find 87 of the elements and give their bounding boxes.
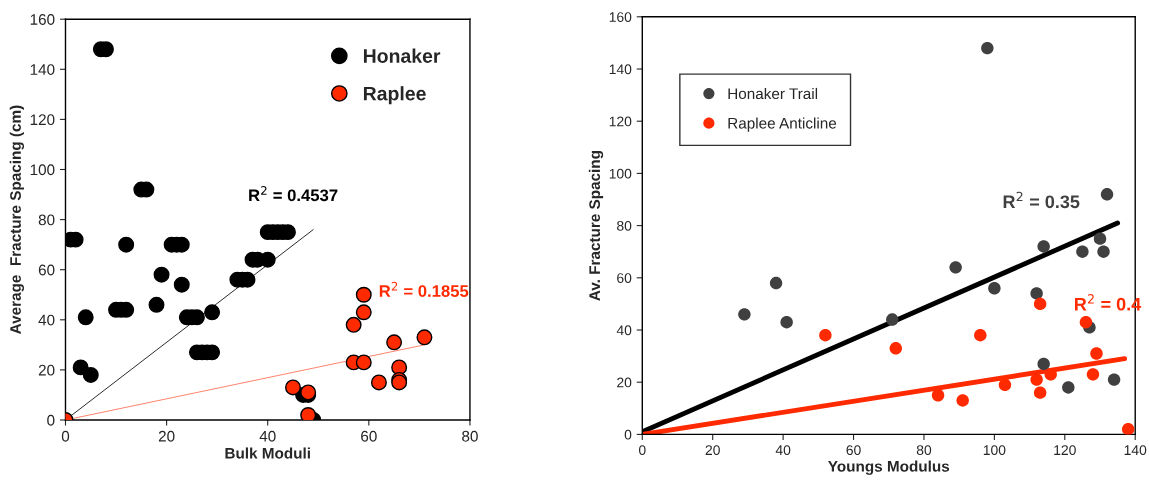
x-tick-label: 100	[983, 445, 1006, 456]
point	[173, 276, 190, 293]
point	[949, 261, 962, 274]
y-tick-label: 100	[609, 168, 632, 179]
legend-label: Honaker Trail	[728, 87, 818, 100]
point	[345, 316, 362, 333]
point	[355, 304, 372, 321]
x-tick-label: 60	[361, 430, 377, 442]
point	[1033, 297, 1047, 311]
point	[77, 309, 94, 326]
point	[1030, 373, 1043, 386]
y-tick-label: 160	[30, 14, 55, 25]
point	[416, 329, 433, 346]
point	[769, 276, 783, 290]
point	[1076, 245, 1089, 258]
point	[1086, 368, 1100, 381]
annotation: R$^{2}$ = 0.1855	[379, 281, 469, 297]
x-tick-label: 80	[916, 445, 932, 456]
x-tick-label: 120	[1054, 445, 1076, 456]
annotation: R$^{2}$ = 0.35	[1003, 191, 1080, 209]
x-tick-label: 80	[462, 430, 478, 442]
point	[148, 296, 165, 313]
point	[1121, 422, 1135, 435]
y-tick-label: 60	[617, 273, 632, 283]
point	[1097, 245, 1110, 258]
legend-label: Honaker	[363, 48, 441, 63]
y-tick-label: 20	[617, 377, 632, 388]
point	[370, 374, 387, 391]
point	[300, 407, 317, 420]
point	[819, 329, 832, 342]
x-tick-label: 40	[259, 430, 276, 442]
y-tick-label: 20	[38, 364, 55, 376]
point	[1093, 232, 1107, 245]
y-axis-title: Average Fracture Spacing (cm)	[9, 105, 25, 334]
point	[998, 378, 1012, 392]
point	[886, 313, 899, 326]
point	[204, 304, 221, 321]
point	[981, 41, 994, 55]
point	[355, 286, 372, 303]
y-tick-label: 60	[38, 264, 55, 276]
point	[1033, 386, 1047, 399]
x-tick-label: 0	[638, 445, 646, 456]
x-tick-label: 60	[846, 445, 861, 456]
point	[1044, 368, 1057, 381]
x-tick-label: 0	[61, 430, 70, 442]
y-tick-label: 80	[38, 214, 55, 226]
point	[1100, 188, 1114, 201]
x-axis-title: Bulk Moduli	[225, 447, 310, 459]
point	[738, 308, 751, 321]
y-tick-label: 40	[616, 325, 632, 336]
point	[82, 366, 99, 383]
y-tick-label: 140	[609, 64, 632, 75]
point	[1030, 287, 1043, 300]
point	[1037, 357, 1050, 371]
y-tick-label: 40	[38, 314, 55, 326]
point	[118, 236, 135, 253]
point	[988, 282, 1001, 295]
point	[386, 334, 403, 351]
point	[1079, 315, 1093, 329]
legend-label: Raplee	[363, 86, 426, 105]
point	[1107, 373, 1121, 386]
point	[1037, 240, 1050, 253]
y-tick-label: 0	[47, 414, 55, 426]
x-axis-title: Youngs Modulus	[828, 460, 950, 475]
y-tick-label: 160	[609, 12, 632, 22]
x-tick-label: 40	[775, 445, 791, 456]
y-tick-label: 120	[30, 114, 55, 126]
x-tick-label: 140	[1124, 445, 1147, 456]
x-tick-label: 20	[158, 430, 175, 442]
point	[285, 379, 301, 396]
y-tick-label: 100	[30, 164, 55, 176]
legend-label: Raplee Anticline	[728, 117, 837, 132]
y-tick-label: 120	[609, 116, 632, 127]
point	[355, 354, 372, 371]
y-tick-label: 80	[617, 220, 632, 231]
point	[889, 342, 902, 355]
y-tick-label: 140	[30, 64, 55, 75]
point	[1062, 381, 1075, 394]
point	[974, 329, 987, 342]
point	[956, 394, 969, 407]
y-axis-title: Av. Fracture Spacing	[588, 151, 604, 301]
annotation: R$^{2}$ = 0.4537	[249, 185, 338, 202]
point	[153, 266, 170, 283]
point	[931, 389, 945, 402]
point	[1090, 347, 1103, 360]
point	[780, 315, 793, 329]
x-tick-label: 20	[705, 445, 720, 456]
